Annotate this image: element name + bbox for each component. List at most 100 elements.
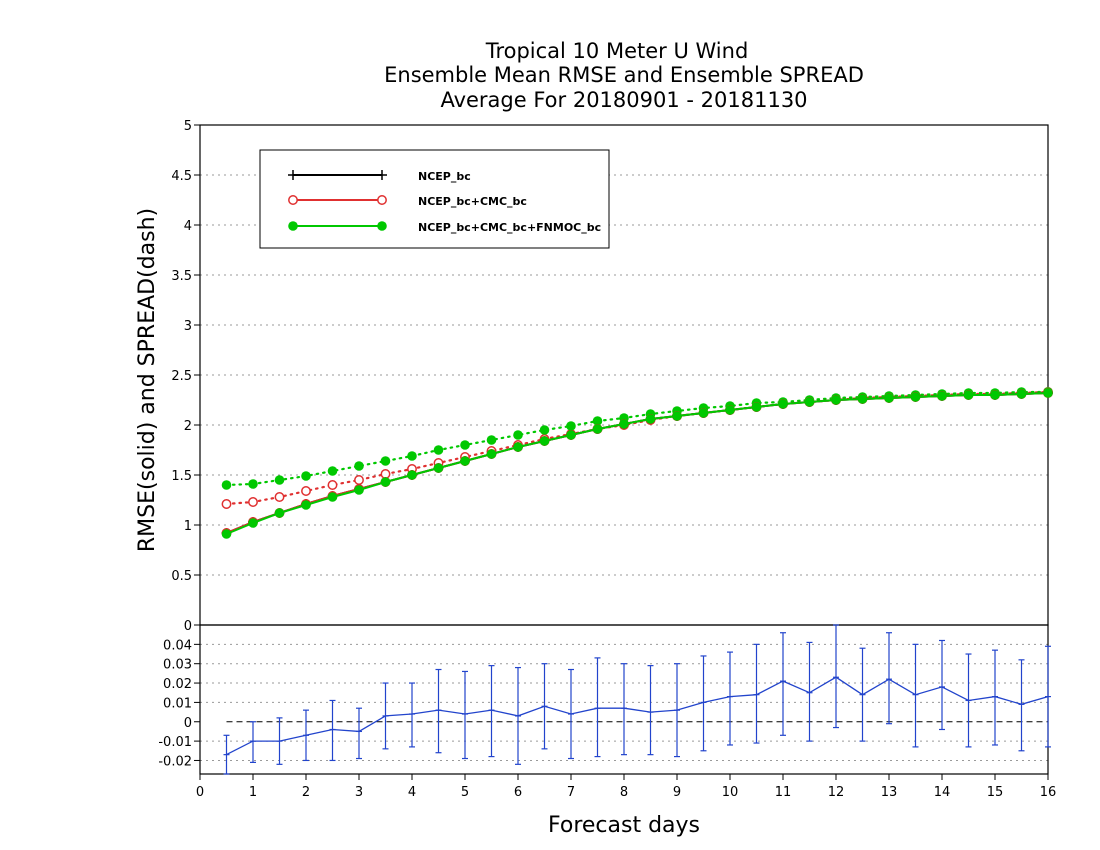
lower-y-tick-label: 0.04 xyxy=(163,638,192,653)
data-point-rmse xyxy=(539,436,550,446)
lower-y-top-label: 0 xyxy=(184,619,192,634)
lower-y-ticks: 0.04 0.03 0.02 0.01 0 -0.01 -0.02 0 xyxy=(158,619,200,769)
data-point-spread xyxy=(539,425,550,435)
data-point-spread xyxy=(274,475,285,485)
x-tick-label: 16 xyxy=(1040,785,1057,800)
chart-title-line-1: Tropical 10 Meter U Wind xyxy=(485,39,749,63)
upper-y-tick-label: 3.5 xyxy=(171,269,192,284)
data-point-rmse xyxy=(221,529,232,539)
x-tick-label: 6 xyxy=(514,785,522,800)
upper-y-tick-label: 3 xyxy=(184,319,192,334)
upper-y-tick-label: 2 xyxy=(184,419,192,434)
x-tick-label: 9 xyxy=(673,785,681,800)
difference-series-layer xyxy=(223,624,1051,775)
data-point-rmse xyxy=(990,390,1000,400)
data-point-spread xyxy=(301,486,311,496)
x-tick-label: 3 xyxy=(355,785,363,800)
x-tick-label: 4 xyxy=(408,785,416,800)
upper-y-tick-label: 1.5 xyxy=(171,469,192,484)
data-point-rmse xyxy=(831,395,841,405)
data-point-spread xyxy=(566,421,576,431)
legend-label-2: NCEP_bc+CMC_bc+FNMOC_bc xyxy=(418,221,601,234)
lower-y-tick-label: -0.01 xyxy=(158,735,192,750)
data-point-rmse xyxy=(1016,389,1027,399)
data-point-spread xyxy=(460,440,470,450)
data-point-rmse xyxy=(301,500,311,510)
upper-y-tick-label: 0.5 xyxy=(171,569,192,584)
data-point-spread xyxy=(354,475,364,485)
lower-y-tick-label: 0.01 xyxy=(163,696,192,711)
lower-grid xyxy=(200,643,1048,761)
data-point-spread xyxy=(327,480,338,490)
data-point-rmse xyxy=(725,405,735,415)
x-axis-title: Forecast days xyxy=(548,813,700,838)
legend-sample-marker xyxy=(288,221,298,231)
x-tick-label: 2 xyxy=(302,785,310,800)
data-point-spread xyxy=(513,430,523,440)
data-point-spread xyxy=(327,466,338,476)
legend: NCEP_bc NCEP_bc+CMC_bc NCEP_bc+CMC_bc+FN… xyxy=(259,149,610,249)
data-point-rmse xyxy=(460,456,470,466)
upper-y-tick-label: 1 xyxy=(184,519,192,534)
legend-sample-marker xyxy=(377,170,387,180)
chart-title-line-3: Average For 20180901 - 20181130 xyxy=(440,88,807,112)
data-point-rmse xyxy=(274,508,285,518)
lower-y-tick-label: 0 xyxy=(184,716,192,731)
data-point-spread xyxy=(380,456,391,466)
data-point-spread xyxy=(221,480,232,490)
x-tick-label: 7 xyxy=(567,785,575,800)
data-point-rmse xyxy=(778,399,788,409)
data-point-rmse xyxy=(672,411,682,421)
data-point-rmse xyxy=(327,492,338,502)
data-point-rmse xyxy=(433,463,444,473)
data-point-rmse xyxy=(857,394,868,404)
x-tick-label: 11 xyxy=(775,785,792,800)
legend-label-1: NCEP_bc+CMC_bc xyxy=(418,195,527,208)
data-point-spread xyxy=(592,416,603,426)
data-point-rmse xyxy=(937,391,947,401)
data-point-rmse xyxy=(354,485,364,495)
data-point-rmse xyxy=(380,477,391,487)
upper-y-tick-label: 4.5 xyxy=(171,169,192,184)
data-point-spread xyxy=(354,461,364,471)
data-point-spread xyxy=(274,492,285,502)
upper-y-tick-label: 4 xyxy=(184,219,192,234)
legend-label-0: NCEP_bc xyxy=(418,170,471,183)
data-point-rmse xyxy=(1043,388,1053,398)
data-point-rmse xyxy=(407,470,417,480)
data-point-rmse xyxy=(619,419,629,429)
data-point-spread xyxy=(486,435,497,445)
legend-sample-marker xyxy=(288,170,298,180)
legend-sample-marker xyxy=(377,195,387,205)
data-point-rmse xyxy=(592,424,603,434)
lower-y-tick-label: 0.03 xyxy=(163,658,192,673)
data-point-spread xyxy=(248,479,258,489)
lower-y-tick-label: -0.02 xyxy=(158,754,192,769)
data-point-rmse xyxy=(566,430,576,440)
data-point-rmse xyxy=(513,442,523,452)
data-point-rmse xyxy=(645,414,656,424)
data-point-spread xyxy=(301,471,311,481)
x-tick-label: 5 xyxy=(461,785,469,800)
x-tick-label: 13 xyxy=(881,785,898,800)
data-point-rmse xyxy=(751,402,762,412)
legend-samples xyxy=(288,170,387,231)
x-axis-ticks: 0 1 2 3 4 5 6 7 8 9 10 11 12 13 14 15 16 xyxy=(196,774,1056,800)
data-point-rmse xyxy=(963,390,974,400)
difference-line xyxy=(226,676,1049,756)
data-point-rmse xyxy=(486,449,497,459)
legend-sample-marker xyxy=(377,221,387,231)
data-point-spread xyxy=(407,451,417,461)
x-tick-label: 0 xyxy=(196,785,204,800)
x-tick-label: 1 xyxy=(249,785,257,800)
x-tick-label: 14 xyxy=(934,785,951,800)
x-tick-label: 15 xyxy=(987,785,1004,800)
data-point-rmse xyxy=(910,392,921,402)
upper-y-tick-label: 2.5 xyxy=(171,369,192,384)
data-point-spread xyxy=(221,499,232,509)
data-point-rmse xyxy=(884,393,894,403)
upper-y-ticks: 0.5 1 1.5 2 2.5 3 3.5 4 4.5 5 xyxy=(171,119,200,626)
x-tick-label: 12 xyxy=(828,785,845,800)
chart-title-line-2: Ensemble Mean RMSE and Ensemble SPREAD xyxy=(384,63,864,87)
